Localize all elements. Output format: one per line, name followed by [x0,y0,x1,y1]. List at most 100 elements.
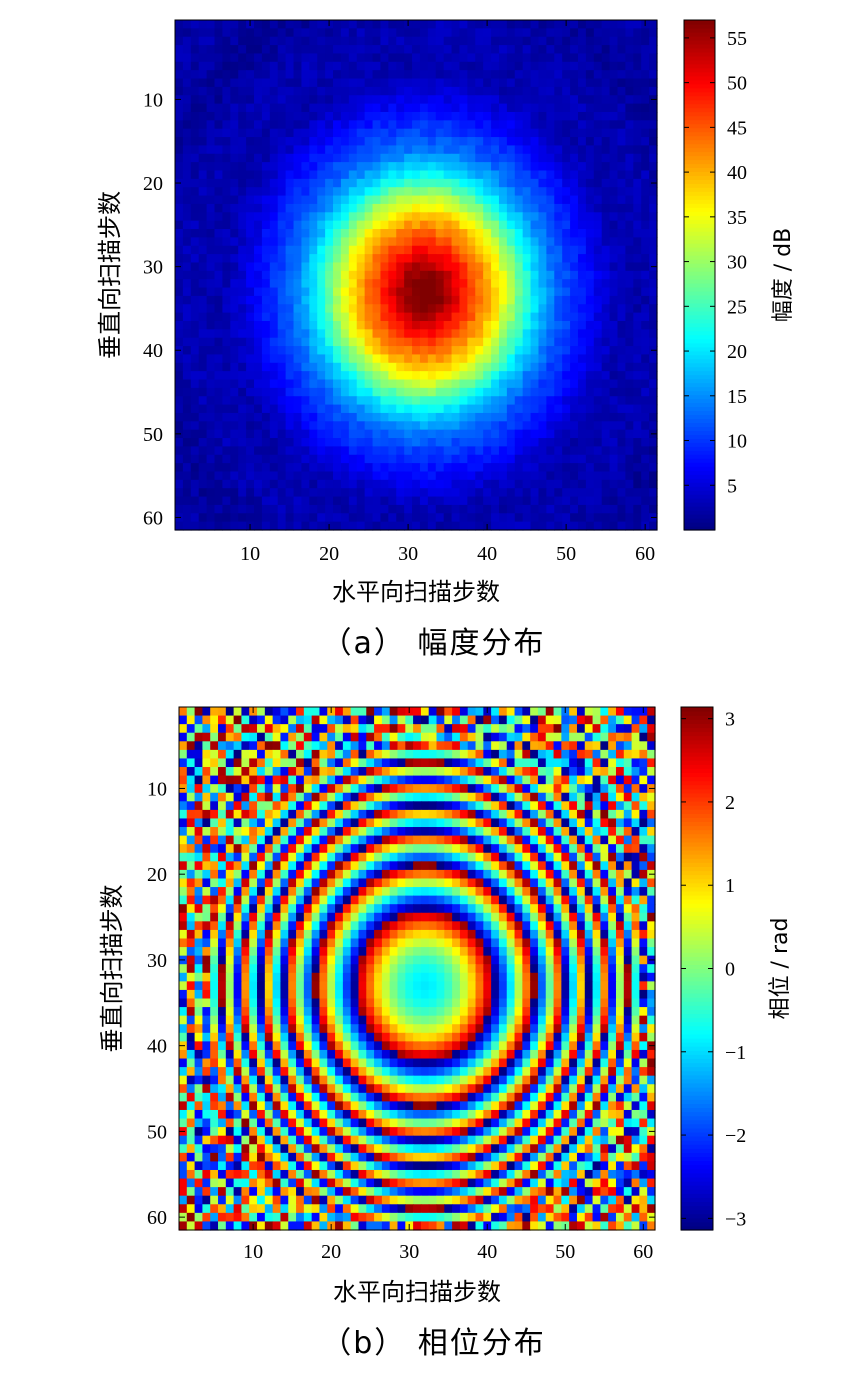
heatmap-cell [530,137,540,147]
heatmap-cell [317,521,326,531]
heatmap-cell [649,270,658,280]
heatmap-cell [506,354,516,364]
heatmap-cell [522,45,532,55]
heatmap-cell [459,262,468,272]
heatmap-cell [381,724,391,734]
heatmap-cell [210,732,219,742]
heatmap-cell [569,775,578,785]
heatmap-cell [182,178,192,188]
heatmap-cell [225,707,235,717]
heatmap-cell [254,153,263,163]
heatmap-cell [522,827,531,837]
heatmap-cell [261,412,271,422]
heatmap-cell [443,45,453,55]
heatmap-cell [483,438,492,447]
heatmap-cell [206,488,216,498]
heatmap-cell [530,111,540,121]
heatmap-cell [175,86,184,96]
heatmap-cell [617,438,626,447]
heatmap-cell [459,229,468,238]
heatmap-cell [570,78,579,88]
heatmap-cell [459,86,468,96]
heatmap-cell [623,801,633,811]
heatmap-cell [190,320,200,330]
heatmap-cell [380,362,389,372]
heatmap-cell [277,521,287,531]
heatmap-cell [444,767,453,777]
heatmap-cell [380,513,389,523]
heatmap-cell [206,354,216,364]
heatmap-cell [452,732,461,742]
heatmap-cell [182,195,192,205]
heatmap-cell [412,95,421,105]
heatmap-cell [182,229,192,238]
heatmap-cell [609,111,619,121]
heatmap-cell [483,153,492,163]
heatmap-cell [491,295,500,305]
heatmap-cell [633,229,642,238]
heatmap-cell [600,775,609,785]
heatmap-cell [584,767,594,777]
heatmap-cell [617,212,626,222]
heatmap-cell [311,775,321,785]
heatmap-cell [210,715,219,725]
heatmap-cell [222,20,231,29]
heatmap-cell [319,852,328,862]
heatmap-cell [459,53,468,63]
heatmap-cell [288,741,297,751]
heatmap-cell [562,354,571,364]
heatmap-cell [427,254,437,264]
heatmap-cell [649,521,658,531]
heatmap-cell [397,852,406,862]
heatmap-cell [356,187,366,197]
heatmap-cell [491,229,500,238]
heatmap-cell [397,724,406,734]
heatmap-cell [372,463,382,473]
heatmap-cell [522,758,531,768]
heatmap-cell [522,724,531,734]
heatmap-cell [264,732,274,742]
heatmap-cell [419,312,429,322]
heatmap-cell [222,86,231,96]
heatmap-cell [230,354,239,364]
heatmap-cell [649,45,658,55]
heatmap-cell [327,801,336,811]
heatmap-cell [483,86,492,96]
heatmap-cell [198,513,208,523]
heatmap-cell [388,212,397,222]
heatmap-cell [522,128,532,138]
heatmap-cell [254,103,263,113]
heatmap-cell [506,471,516,481]
heatmap-cell [325,153,334,163]
heatmap-cell [435,220,445,230]
colorbar-segment [684,346,715,352]
heatmap-cell [261,237,271,247]
heatmap-cell [296,844,305,854]
heatmap-cell [475,504,484,514]
heatmap-cell [609,95,619,105]
heatmap-cell [311,827,321,837]
heatmap-cell [570,245,579,255]
heatmap-cell [342,792,352,802]
heatmap-cell [246,337,255,347]
heatmap-cell [325,404,334,414]
heatmap-cell [366,775,375,785]
heatmap-cell [451,346,461,356]
heatmap-cell [538,521,547,531]
heatmap-cell [261,262,271,272]
heatmap-cell [522,304,532,314]
heatmap-cell [293,195,303,205]
heatmap-cell [206,237,216,247]
heatmap-cell [459,504,468,514]
heatmap-cell [190,178,200,188]
heatmap-cell [206,245,216,255]
heatmap-cell [214,304,224,314]
heatmap-cell [641,28,650,38]
heatmap-cell [388,61,397,71]
heatmap-cell [467,749,477,760]
heatmap-cell [427,20,437,29]
heatmap-cell [419,295,429,305]
heatmap-cell [639,835,648,845]
heatmap-cell [261,145,271,155]
heatmap-cell [388,295,397,305]
